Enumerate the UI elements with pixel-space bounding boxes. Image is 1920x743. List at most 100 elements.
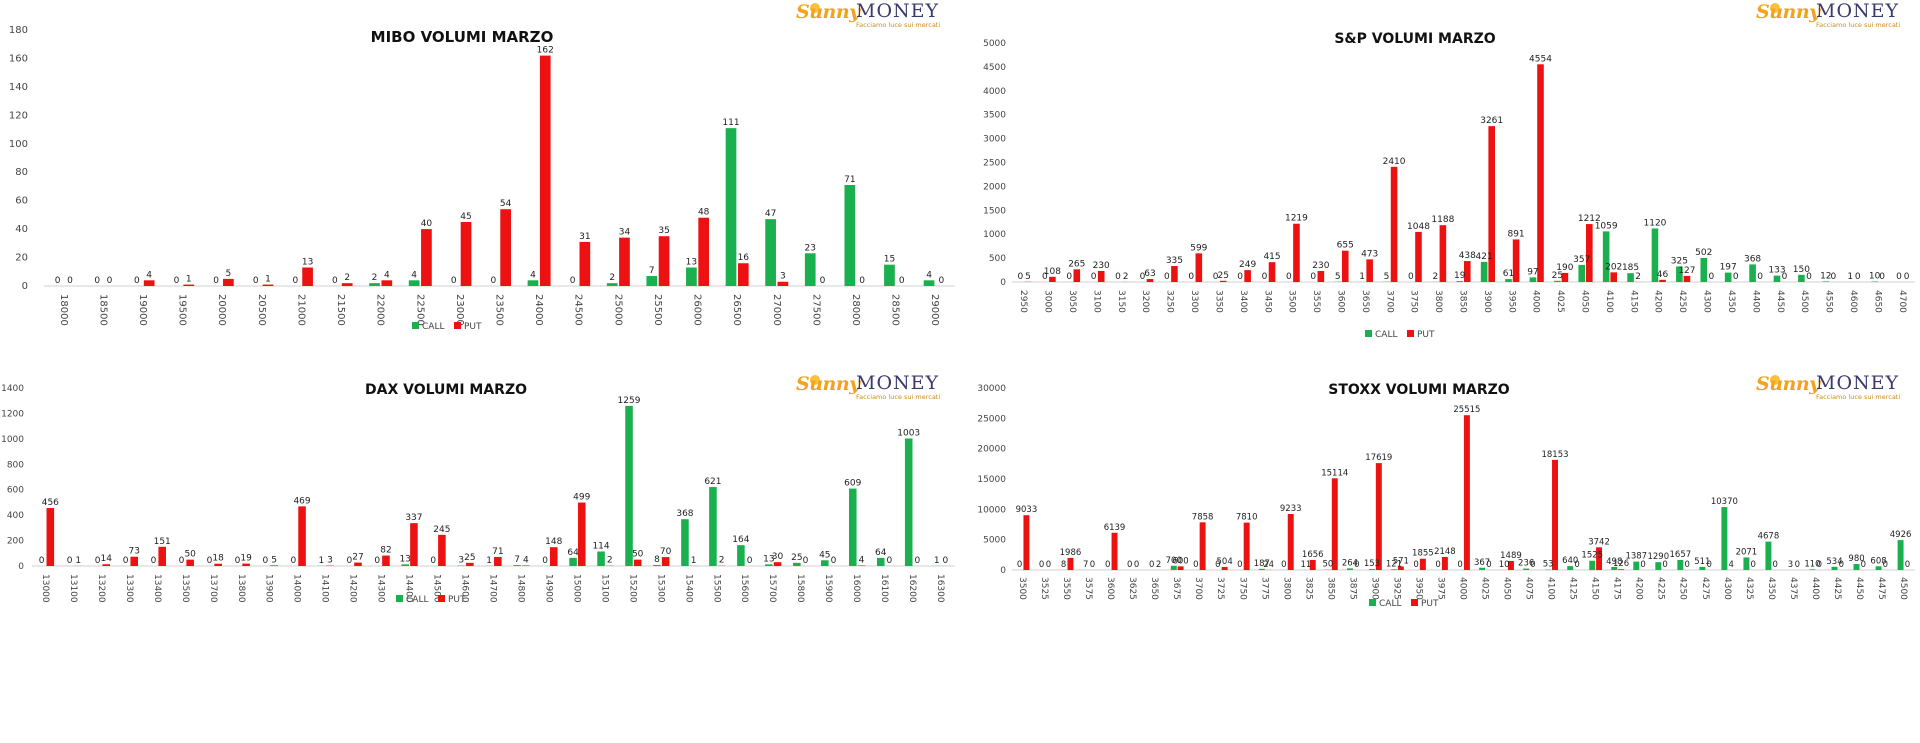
x-tick-label: 3925 <box>1391 577 1401 600</box>
x-tick-label: 4050 <box>1580 290 1590 313</box>
x-tick-label: 4300 <box>1722 577 1732 600</box>
x-tick-label: 29000 <box>929 294 940 326</box>
call-data-label: 0 <box>39 556 45 566</box>
call-data-label: 0 <box>1408 272 1414 282</box>
put-bar <box>158 546 166 566</box>
put-data-label: 0 <box>1662 560 1667 570</box>
call-bar <box>765 564 773 566</box>
put-data-label: 6139 <box>1104 523 1126 533</box>
put-data-label: 4 <box>859 555 865 565</box>
x-tick-label: 4250 <box>1677 290 1687 313</box>
put-bar <box>1023 515 1030 570</box>
put-data-label: 2 <box>1635 272 1641 282</box>
call-data-label: 1 <box>934 556 940 566</box>
call-data-label: 1003 <box>897 428 920 438</box>
put-data-label: 2410 <box>1383 157 1406 167</box>
call-data-label: 153 <box>1364 559 1380 569</box>
x-tick-label: 3050 <box>1067 290 1077 313</box>
y-tick-label: 3000 <box>983 135 1006 145</box>
call-bar <box>1798 274 1805 282</box>
put-data-label: 25515 <box>1453 405 1480 415</box>
call-data-label: 7 <box>649 266 655 276</box>
x-tick-label: 3000 <box>1043 290 1053 313</box>
put-data-label: 655 <box>1337 241 1354 251</box>
put-data-label: 14 <box>101 554 113 564</box>
put-data-label: 0 <box>1806 272 1812 282</box>
call-data-label: 10 <box>1869 272 1881 282</box>
legend-call-label: CALL <box>422 322 444 332</box>
x-tick-label: 4350 <box>1726 290 1736 313</box>
x-tick-label: 24000 <box>533 294 544 326</box>
call-bar <box>844 185 856 286</box>
x-tick-label: 15900 <box>823 574 833 603</box>
call-data-label: 19 <box>1454 271 1466 281</box>
call-data-label: 13 <box>686 258 697 268</box>
put-bar <box>1268 262 1276 282</box>
call-data-label: 0 <box>1149 560 1154 570</box>
legend-call-swatch <box>412 322 419 329</box>
put-data-label: 0 <box>1817 560 1822 570</box>
call-bar <box>923 280 935 286</box>
sun-icon <box>810 3 820 13</box>
x-tick-label: 16300 <box>935 574 945 603</box>
put-data-label: 24 <box>1263 560 1274 570</box>
put-data-label: 0 <box>1751 560 1756 570</box>
call-data-label: 0 <box>451 276 457 286</box>
call-data-label: 121 <box>1386 559 1402 569</box>
call-data-label: 0 <box>1281 560 1286 570</box>
y-tick-label: 5000 <box>983 536 1006 546</box>
x-tick-label: 3975 <box>1435 577 1445 600</box>
call-data-label: 2 <box>609 273 615 283</box>
call-bar <box>1611 566 1618 570</box>
call-data-label: 15 <box>884 255 895 265</box>
x-tick-label: 15500 <box>711 574 721 603</box>
put-bar <box>773 562 782 566</box>
call-data-label: 111 <box>722 118 739 128</box>
call-data-label: 0 <box>1140 272 1146 282</box>
call-data-label: 0 <box>179 556 185 566</box>
x-tick-label: 18000 <box>58 294 69 326</box>
call-data-label: 50 <box>1323 560 1334 570</box>
put-bar <box>1244 270 1251 282</box>
put-bar <box>1537 64 1544 282</box>
x-tick-label: 4475 <box>1876 577 1886 600</box>
x-tick-label: 24500 <box>573 294 584 326</box>
put-bar <box>1659 279 1666 282</box>
put-data-label: 0 <box>1354 560 1359 570</box>
x-tick-label: 14600 <box>460 574 470 603</box>
call-data-label: 1 <box>1359 272 1365 282</box>
put-bar <box>1111 532 1118 570</box>
x-tick-label: 22500 <box>414 294 425 326</box>
x-tick-label: 3650 <box>1360 290 1370 313</box>
put-data-label: 63 <box>1144 269 1155 279</box>
call-data-label: 10 <box>1499 560 1510 570</box>
y-tick-label: 0 <box>1000 278 1006 288</box>
call-data-label: 1259 <box>618 396 641 406</box>
put-bar <box>777 281 789 286</box>
call-data-label: 64 <box>567 548 579 558</box>
x-tick-label: 15200 <box>627 574 637 603</box>
call-data-label: 0 <box>292 276 298 286</box>
put-data-label: 0 <box>1773 560 1778 570</box>
x-tick-label: 3650 <box>1149 577 1159 600</box>
x-tick-label: 13400 <box>152 574 162 603</box>
call-data-label: 498 <box>1606 557 1622 567</box>
chart-title: MIBO VOLUMI MARZO <box>371 28 554 46</box>
call-data-label: 1 <box>318 556 324 566</box>
put-bar <box>494 556 502 566</box>
x-tick-label: 13300 <box>124 574 134 603</box>
call-data-label: 0 <box>151 556 157 566</box>
put-data-label: 3 <box>780 272 786 282</box>
legend-put-label: PUT <box>1421 599 1439 609</box>
legend-call-label: CALL <box>406 595 428 605</box>
x-tick-label: 3800 <box>1433 290 1443 313</box>
y-tick-label: 0 <box>22 281 28 292</box>
x-tick-label: 3250 <box>1165 290 1175 313</box>
put-data-label: 0 <box>1782 272 1788 282</box>
x-tick-label: 4200 <box>1634 577 1644 600</box>
put-data-label: 1048 <box>1407 222 1430 232</box>
call-data-label: 0 <box>1435 560 1440 570</box>
x-tick-label: 14000 <box>292 574 302 603</box>
put-data-label: 1219 <box>1285 214 1308 224</box>
put-data-label: 499 <box>573 493 590 503</box>
